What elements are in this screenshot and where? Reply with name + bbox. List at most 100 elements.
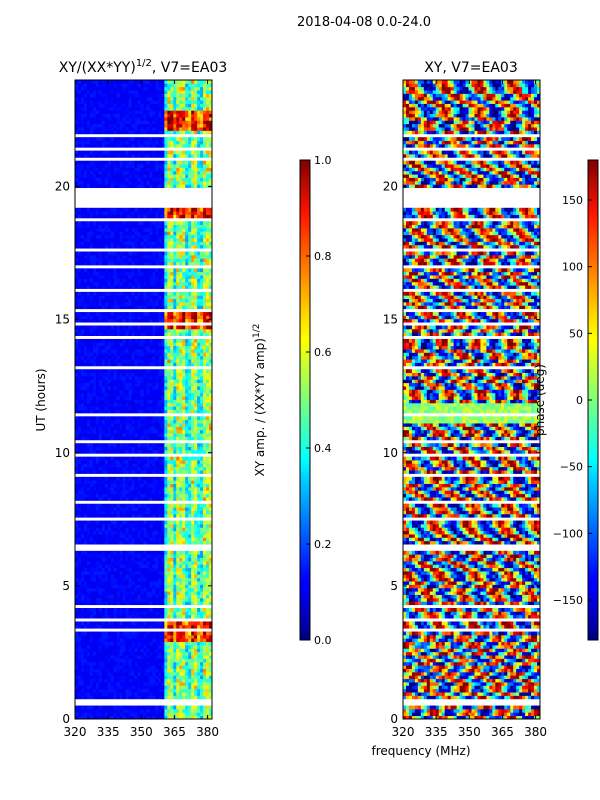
- amplitude-cell: [104, 406, 109, 410]
- amplitude-cell: [185, 705, 189, 710]
- amplitude-cell: [176, 591, 180, 595]
- amplitude-cell: [149, 507, 153, 511]
- amplitude-cell: [191, 678, 195, 683]
- amplitude-cell: [191, 490, 195, 495]
- amplitude-cell: [80, 503, 85, 508]
- amplitude-cell: [89, 315, 94, 320]
- amplitude-cell: [128, 507, 132, 511]
- amplitude-cell: [188, 426, 192, 431]
- amplitude-cell: [140, 483, 144, 488]
- amplitude-cell: [176, 594, 180, 599]
- amplitude-cell: [182, 332, 186, 336]
- amplitude-cell: [194, 466, 198, 471]
- amplitude-cell: [107, 359, 112, 363]
- amplitude-cell: [188, 402, 192, 407]
- amplitude-cell: [143, 574, 147, 579]
- amplitude-cell: [140, 651, 144, 656]
- amplitude-cell: [75, 443, 79, 447]
- amplitude-cell: [134, 597, 138, 602]
- amplitude-cell: [149, 651, 153, 656]
- amplitude-cell: [170, 392, 174, 397]
- amplitude-cell: [140, 685, 144, 690]
- amplitude-cell: [164, 342, 168, 347]
- amplitude-cell: [113, 362, 118, 367]
- amplitude-cell: [101, 416, 106, 421]
- amplitude-cell: [170, 611, 174, 616]
- amplitude-cell: [146, 591, 150, 595]
- amplitude-cell: [185, 392, 189, 397]
- amplitude-cell: [95, 416, 100, 421]
- amplitude-cell: [107, 611, 112, 616]
- amplitude-cell: [75, 678, 79, 683]
- amplitude-cell: [179, 520, 183, 525]
- amplitude-cell: [122, 641, 127, 646]
- amplitude-cell: [194, 349, 198, 353]
- amplitude-cell: [75, 695, 79, 700]
- amplitude-cell: [200, 359, 204, 363]
- amplitude-cell: [170, 520, 174, 525]
- amplitude-cell: [89, 534, 94, 538]
- amplitude-cell: [95, 449, 100, 454]
- amplitude-cell: [86, 318, 91, 323]
- amplitude-cell: [119, 692, 124, 696]
- amplitude-cell: [101, 497, 106, 501]
- amplitude-cell: [185, 665, 189, 669]
- amplitude-cell: [182, 651, 186, 656]
- amplitude-cell: [80, 328, 85, 333]
- amplitude-cell: [182, 446, 186, 451]
- amplitude-cell: [206, 298, 210, 303]
- amplitude-cell: [161, 634, 165, 639]
- amplitude-cell: [164, 695, 168, 700]
- amplitude-cell: [182, 510, 186, 515]
- amplitude-cell: [209, 648, 213, 653]
- amplitude-cell: [149, 594, 153, 599]
- amplitude-cell: [77, 678, 82, 683]
- amplitude-cell: [167, 342, 171, 347]
- amplitude-cell: [119, 550, 124, 555]
- amplitude-cell: [113, 520, 118, 525]
- amplitude-cell: [185, 325, 189, 330]
- amplitude-cell: [143, 661, 147, 666]
- amplitude-cell: [155, 507, 159, 511]
- amplitude-cell: [104, 298, 109, 303]
- amplitude-cell: [170, 510, 174, 515]
- amplitude-cell: [158, 584, 162, 589]
- amplitude-cell: [125, 301, 130, 306]
- amplitude-cell: [83, 678, 88, 683]
- amplitude-cell: [131, 372, 135, 377]
- amplitude-cell: [200, 584, 204, 589]
- amplitude-cell: [83, 708, 88, 713]
- amplitude-cell: [185, 429, 189, 434]
- amplitude-cell: [92, 382, 97, 387]
- amplitude-cell: [80, 486, 85, 491]
- amplitude-cell: [173, 671, 177, 676]
- amplitude-cell: [122, 608, 127, 612]
- amplitude-cell: [161, 503, 165, 508]
- amplitude-cell: [119, 396, 124, 400]
- amplitude-cell: [107, 486, 112, 491]
- amplitude-cell: [149, 301, 153, 306]
- amplitude-cell: [143, 476, 147, 481]
- amplitude-cell: [146, 352, 150, 357]
- amplitude-cell: [170, 328, 174, 333]
- amplitude-cell: [110, 614, 115, 619]
- amplitude-cell: [182, 688, 186, 693]
- amplitude-cell: [86, 301, 91, 306]
- amplitude-cell: [161, 597, 165, 602]
- amplitude-cell: [185, 587, 189, 592]
- amplitude-cell: [143, 443, 147, 447]
- amplitude-cell: [116, 409, 121, 414]
- amplitude-cell: [194, 490, 198, 495]
- amplitude-cell: [113, 483, 118, 488]
- amplitude-cell: [75, 497, 79, 501]
- amplitude-cell: [143, 463, 147, 468]
- amplitude-cell: [86, 416, 91, 421]
- amplitude-cell: [86, 490, 91, 495]
- amplitude-cell: [179, 648, 183, 653]
- amplitude-cell: [170, 712, 174, 717]
- amplitude-cell: [137, 298, 141, 303]
- amplitude-cell: [143, 520, 147, 525]
- amplitude-cell: [152, 520, 156, 525]
- amplitude-cell: [89, 429, 94, 434]
- amplitude-cell: [75, 560, 79, 565]
